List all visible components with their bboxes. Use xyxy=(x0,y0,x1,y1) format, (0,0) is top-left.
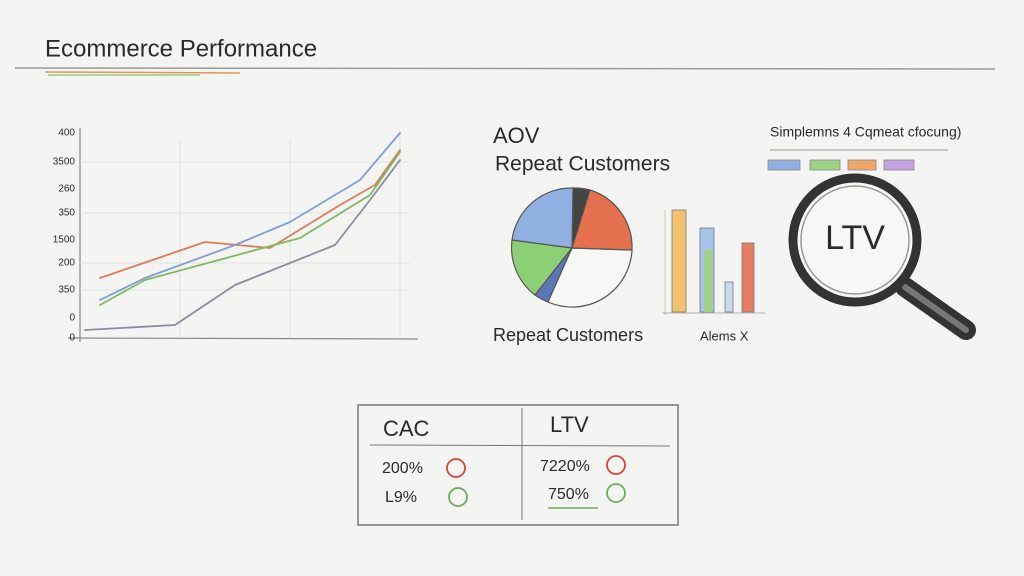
y-tick-label: 3500 xyxy=(53,157,76,168)
table-cell: 200% xyxy=(382,460,423,477)
y-tick-label: 200 xyxy=(58,258,75,269)
y-tick-label: 0 xyxy=(69,313,75,324)
status-icons xyxy=(446,455,626,509)
y-tick-label: 1500 xyxy=(53,235,76,246)
title-underline xyxy=(44,71,241,74)
magnifier-label: LTV xyxy=(825,219,885,257)
pie-caption: Repeat Customers xyxy=(493,325,643,345)
header-rule xyxy=(14,67,996,70)
table-cell: 7220% xyxy=(540,458,590,475)
y-tick-label: 350 xyxy=(58,208,75,219)
pie-chart xyxy=(510,187,633,308)
bar-legend-text: Simplemns 4 Cqmeat cfocung) xyxy=(770,124,961,140)
gray-line xyxy=(84,159,401,331)
legend-swatches xyxy=(767,159,915,171)
blue-line xyxy=(99,132,401,301)
table-header: CAC xyxy=(383,416,430,441)
green-line xyxy=(99,151,401,306)
bar-caption: Alems X xyxy=(700,328,749,343)
orange-line xyxy=(99,149,401,279)
table-cell: L9% xyxy=(385,489,417,506)
y-tick-label: 350 xyxy=(58,285,75,296)
table-header: LTV xyxy=(550,412,589,437)
bar-chart xyxy=(662,209,765,315)
y-tick-label: 260 xyxy=(58,184,75,195)
page-title: Ecommerce Performance xyxy=(45,35,317,62)
y-tick-label: 0 xyxy=(69,333,75,344)
pie-title: AOV xyxy=(493,123,540,148)
pie-subtitle: Repeat Customers xyxy=(495,153,670,176)
grid xyxy=(80,130,410,338)
x-axis xyxy=(67,337,419,340)
y-tick-label: 400 xyxy=(58,128,75,139)
magnifier xyxy=(788,173,976,340)
table-cell: 750% xyxy=(548,486,589,503)
metrics-table xyxy=(357,404,679,526)
